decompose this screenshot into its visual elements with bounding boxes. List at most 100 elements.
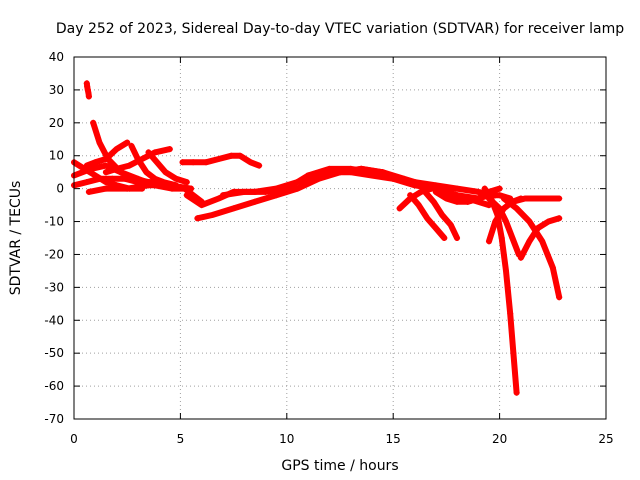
- data-point: [556, 294, 563, 301]
- data-point: [215, 156, 222, 163]
- data-point: [190, 159, 197, 166]
- data-point: [517, 254, 524, 261]
- data-point: [549, 264, 556, 271]
- data-point: [500, 205, 507, 212]
- y-tick-label: -10: [44, 215, 64, 229]
- data-point: [151, 175, 158, 182]
- data-point: [492, 218, 499, 225]
- data-point: [90, 119, 97, 126]
- data-point: [151, 149, 158, 156]
- y-tick-label: 0: [56, 182, 64, 196]
- series-s6: [83, 139, 131, 169]
- data-point: [326, 169, 333, 176]
- y-axis-tick-labels: -70 -60 -50 -40 -30 -20 -10 0 10 20 30 40: [44, 50, 64, 426]
- data-point: [513, 205, 520, 212]
- data-point: [92, 159, 99, 166]
- data-point: [507, 310, 514, 317]
- data-point: [209, 211, 216, 218]
- series-trace: [305, 169, 499, 199]
- data-point: [102, 169, 109, 176]
- data-point: [481, 185, 488, 192]
- data-point: [145, 182, 152, 189]
- data-point: [113, 146, 120, 153]
- data-point: [228, 152, 235, 159]
- y-tick-label: -30: [44, 280, 64, 294]
- data-point: [162, 169, 169, 176]
- data-point: [390, 175, 397, 182]
- plot-frame: [73, 56, 607, 420]
- data-point: [430, 198, 437, 205]
- data-point: [545, 218, 552, 225]
- data-point: [485, 195, 492, 202]
- series-s17: [407, 192, 448, 241]
- series-trace: [481, 185, 520, 396]
- x-axis-tick-labels: 0 5 10 15 20 25: [70, 432, 613, 446]
- data-point: [102, 156, 109, 163]
- data-point: [202, 159, 209, 166]
- data-point: [510, 350, 517, 357]
- data-point: [496, 192, 503, 199]
- y-tick-label: 20: [49, 116, 64, 130]
- data-point: [109, 175, 116, 182]
- data-point: [96, 139, 103, 146]
- data-point: [294, 185, 301, 192]
- data-point: [85, 188, 92, 195]
- y-tick-label: 40: [49, 50, 64, 64]
- axis-ticks: [73, 56, 607, 420]
- x-tick-label: 5: [177, 432, 185, 446]
- data-point: [526, 218, 533, 225]
- series-s18: [422, 188, 461, 241]
- y-tick-label: -40: [44, 313, 64, 327]
- series-s9: [145, 149, 190, 186]
- data-point: [502, 267, 509, 274]
- data-point: [134, 156, 141, 163]
- data-point: [173, 175, 180, 182]
- data-point: [347, 169, 354, 176]
- data-point: [219, 192, 226, 199]
- data-point: [256, 162, 263, 169]
- data-point: [475, 188, 482, 195]
- series-s26: [517, 215, 563, 261]
- y-tick-label: 10: [49, 149, 64, 163]
- data-point: [262, 188, 269, 195]
- data-series: [71, 80, 563, 396]
- data-point: [166, 182, 173, 189]
- data-point: [500, 195, 507, 202]
- data-point: [454, 235, 461, 241]
- y-tick-label: 30: [49, 83, 64, 97]
- data-point: [251, 198, 258, 205]
- data-point: [188, 185, 195, 192]
- data-point: [502, 218, 509, 225]
- data-point: [113, 165, 120, 172]
- data-point: [102, 162, 109, 169]
- x-tick-label: 15: [386, 432, 401, 446]
- data-point: [84, 86, 91, 93]
- data-point: [124, 185, 131, 192]
- y-tick-label: -20: [44, 247, 64, 261]
- data-point: [145, 149, 152, 156]
- series-s1: [83, 80, 92, 100]
- data-point: [439, 211, 446, 218]
- data-point: [441, 235, 448, 241]
- data-point: [432, 225, 439, 232]
- y-tick-label: -60: [44, 379, 64, 393]
- data-point: [128, 142, 135, 149]
- x-tick-label: 20: [492, 432, 507, 446]
- data-point: [428, 185, 435, 192]
- data-point: [407, 192, 414, 199]
- x-tick-label: 0: [70, 432, 78, 446]
- data-point: [153, 159, 160, 166]
- data-point: [183, 192, 190, 199]
- data-point: [126, 162, 133, 169]
- data-point: [432, 188, 439, 195]
- data-point: [134, 175, 141, 182]
- series-s22: [485, 195, 522, 258]
- y-axis-label: SDTVAR / TECUs: [8, 181, 24, 296]
- data-point: [454, 195, 461, 202]
- series-s11: [179, 152, 263, 169]
- data-point: [102, 185, 109, 192]
- data-point: [198, 202, 205, 209]
- data-point: [230, 205, 237, 212]
- data-point: [411, 179, 418, 186]
- data-point: [443, 192, 450, 199]
